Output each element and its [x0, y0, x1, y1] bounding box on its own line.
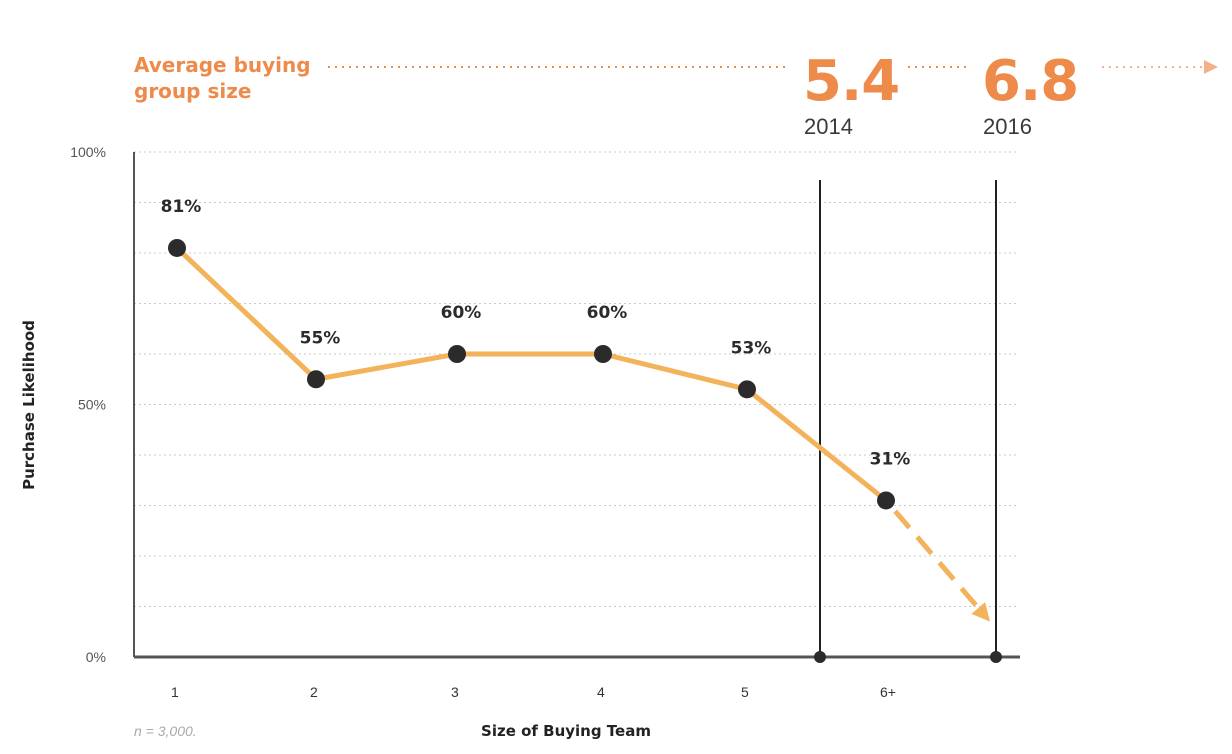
data-point [738, 380, 756, 399]
y-axis-title: Purchase Likelihood [20, 320, 38, 490]
marker-value-2014: 5.4 [803, 49, 899, 114]
data-point [448, 345, 466, 363]
x-tick-label: 2 [310, 684, 318, 700]
x-tick-label: 3 [451, 684, 459, 700]
data-label: 55% [300, 328, 341, 348]
data-label: 60% [587, 303, 628, 323]
y-tick-label: 50% [78, 397, 106, 413]
data-labels: 81% 55% 60% 60% 53% 31% [161, 197, 911, 470]
data-label: 60% [441, 303, 482, 323]
marker-value-2016: 6.8 [982, 49, 1078, 114]
projection-dashed-line [893, 509, 983, 613]
axes [133, 152, 1020, 659]
data-label: 53% [731, 338, 772, 358]
reference-line-end-point [814, 651, 826, 663]
projection-arrow-icon [971, 602, 990, 622]
header-label-line2: group size [134, 79, 251, 103]
tick-labels: 0% 50% 100% 1 2 3 4 5 6+ [70, 144, 896, 700]
y-tick-label: 0% [86, 649, 106, 665]
data-point [307, 370, 325, 389]
data-label: 31% [870, 449, 911, 469]
data-point [168, 238, 186, 257]
marker-year-2016: 2016 [983, 114, 1032, 139]
x-axis-title: Size of Buying Team [481, 722, 651, 740]
y-tick-label: 100% [70, 144, 106, 160]
x-tick-label: 4 [597, 684, 605, 700]
reference-lines [814, 180, 1002, 663]
header-label-line1: Average buying [134, 53, 311, 77]
series-line [174, 245, 889, 503]
header-arrow-icon [1204, 60, 1218, 74]
series [168, 238, 990, 622]
gridlines [134, 151, 1018, 607]
marker-year-2014: 2014 [804, 114, 853, 139]
data-point [594, 345, 612, 363]
data-label: 81% [161, 197, 202, 217]
x-tick-label: 1 [171, 684, 179, 700]
x-tick-label: 6+ [880, 684, 896, 700]
sample-size-note: n = 3,000. [134, 723, 197, 739]
x-tick-label: 5 [741, 684, 749, 700]
data-point [877, 491, 895, 510]
reference-line-end-point [990, 651, 1002, 663]
